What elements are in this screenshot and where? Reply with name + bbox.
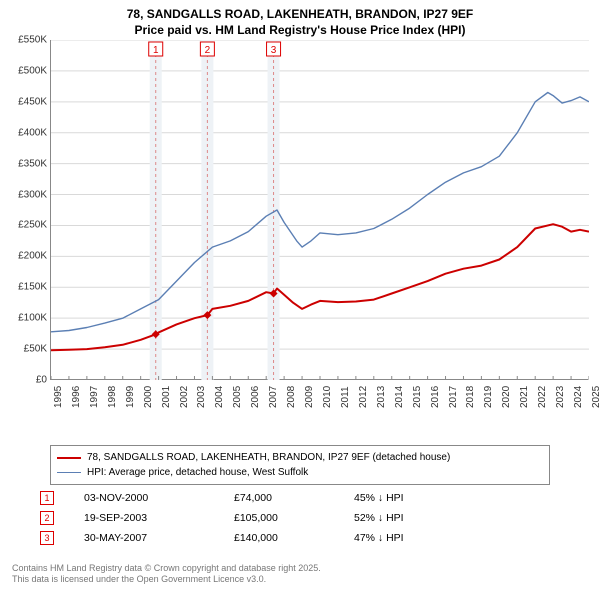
y-tick-label: £200K bbox=[18, 251, 47, 262]
legend: 78, SANDGALLS ROAD, LAKENHEATH, BRANDON,… bbox=[50, 445, 550, 485]
plot-svg: 1 2 3 bbox=[51, 40, 589, 380]
svg-text:2: 2 bbox=[205, 45, 211, 56]
sale-price: £105,000 bbox=[234, 512, 354, 524]
title-line-2: Price paid vs. HM Land Registry's House … bbox=[0, 22, 600, 38]
chart-container: 78, SANDGALLS ROAD, LAKENHEATH, BRANDON,… bbox=[0, 0, 600, 590]
y-tick-label: £250K bbox=[18, 220, 47, 231]
legend-label: 78, SANDGALLS ROAD, LAKENHEATH, BRANDON,… bbox=[87, 450, 450, 465]
legend-item: 78, SANDGALLS ROAD, LAKENHEATH, BRANDON,… bbox=[57, 450, 543, 465]
x-tick-label: 1998 bbox=[107, 386, 118, 408]
x-tick-label: 2013 bbox=[376, 386, 387, 408]
y-tick-label: £500K bbox=[18, 65, 47, 76]
legend-swatch bbox=[57, 472, 81, 474]
x-tick-label: 2006 bbox=[250, 386, 261, 408]
sale-price: £140,000 bbox=[234, 532, 354, 544]
x-tick-label: 2017 bbox=[448, 386, 459, 408]
y-tick-label: £50K bbox=[24, 344, 47, 355]
sale-marker-box: 1 bbox=[40, 491, 54, 505]
x-tick-label: 2010 bbox=[322, 386, 333, 408]
y-tick-label: £300K bbox=[18, 189, 47, 200]
y-tick-label: £450K bbox=[18, 96, 47, 107]
x-tick-label: 1995 bbox=[53, 386, 64, 408]
x-tick-label: 2007 bbox=[268, 386, 279, 408]
x-tick-label: 2008 bbox=[286, 386, 297, 408]
y-tick-label: £100K bbox=[18, 313, 47, 324]
x-tick-label: 2014 bbox=[394, 386, 405, 408]
footer-line-2: This data is licensed under the Open Gov… bbox=[12, 574, 321, 586]
chart-title: 78, SANDGALLS ROAD, LAKENHEATH, BRANDON,… bbox=[0, 0, 600, 38]
x-tick-label: 2025 bbox=[591, 386, 600, 408]
x-tick-label: 2005 bbox=[232, 386, 243, 408]
x-tick-label: 2015 bbox=[412, 386, 423, 408]
x-tick-label: 2009 bbox=[304, 386, 315, 408]
x-tick-label: 2022 bbox=[537, 386, 548, 408]
sale-row: 2 19-SEP-2003£105,00052% ↓ HPI bbox=[40, 508, 560, 528]
chart-area: £0 £50K £100K £150K £200K £250K £300K £350K £400… bbox=[12, 40, 588, 410]
y-tick-label: £400K bbox=[18, 127, 47, 138]
svg-text:3: 3 bbox=[271, 45, 277, 56]
x-tick-label: 2018 bbox=[465, 386, 476, 408]
x-tick-label: 2011 bbox=[340, 386, 351, 408]
x-tick-label: 2001 bbox=[161, 386, 172, 408]
legend-label: HPI: Average price, detached house, West… bbox=[87, 465, 308, 480]
x-axis: 1995 1996 1997 1998 1999 2000 2001 2002 2003 2004… bbox=[50, 380, 588, 410]
svg-text:1: 1 bbox=[153, 45, 159, 56]
footer-attribution: Contains HM Land Registry data © Crown c… bbox=[12, 563, 321, 586]
x-tick-label: 2004 bbox=[214, 386, 225, 408]
x-tick-label: 1996 bbox=[71, 386, 82, 408]
x-tick-label: 2023 bbox=[555, 386, 566, 408]
x-tick-label: 2000 bbox=[143, 386, 154, 408]
sale-delta: 52% ↓ HPI bbox=[354, 512, 474, 524]
x-tick-label: 2019 bbox=[483, 386, 494, 408]
title-line-1: 78, SANDGALLS ROAD, LAKENHEATH, BRANDON,… bbox=[0, 6, 600, 22]
x-tick-label: 2003 bbox=[196, 386, 207, 408]
x-tick-label: 1999 bbox=[125, 386, 136, 408]
x-tick-label: 2024 bbox=[573, 386, 584, 408]
legend-item: HPI: Average price, detached house, West… bbox=[57, 465, 543, 480]
sale-delta: 45% ↓ HPI bbox=[354, 492, 474, 504]
y-tick-label: £550K bbox=[18, 35, 47, 46]
plot-region: 1 2 3 bbox=[50, 40, 588, 380]
sale-date: 30-MAY-2007 bbox=[84, 532, 234, 544]
x-tick-label: 1997 bbox=[89, 386, 100, 408]
sale-price: £74,000 bbox=[234, 492, 354, 504]
sale-row: 3 30-MAY-2007£140,00047% ↓ HPI bbox=[40, 528, 560, 548]
x-tick-label: 2016 bbox=[430, 386, 441, 408]
x-tick-label: 2012 bbox=[358, 386, 369, 408]
legend-swatch bbox=[57, 457, 81, 459]
y-tick-label: £350K bbox=[18, 158, 47, 169]
sale-delta: 47% ↓ HPI bbox=[354, 532, 474, 544]
y-tick-label: £150K bbox=[18, 282, 47, 293]
x-tick-label: 2020 bbox=[501, 386, 512, 408]
y-axis: £0£50K£100K£150K£200K£250K£300K£350K£400… bbox=[12, 40, 50, 380]
x-tick-label: 2021 bbox=[519, 386, 530, 408]
sale-row: 1 03-NOV-2000£74,00045% ↓ HPI bbox=[40, 488, 560, 508]
sale-date: 19-SEP-2003 bbox=[84, 512, 234, 524]
sale-date: 03-NOV-2000 bbox=[84, 492, 234, 504]
sale-marker-box: 2 bbox=[40, 511, 54, 525]
footer-line-1: Contains HM Land Registry data © Crown c… bbox=[12, 563, 321, 575]
x-tick-label: 2002 bbox=[179, 386, 190, 408]
sales-table: 1 03-NOV-2000£74,00045% ↓ HPI 2 19-SEP-2003… bbox=[40, 488, 560, 548]
sale-marker-box: 3 bbox=[40, 531, 54, 545]
y-tick-label: £0 bbox=[36, 375, 47, 386]
